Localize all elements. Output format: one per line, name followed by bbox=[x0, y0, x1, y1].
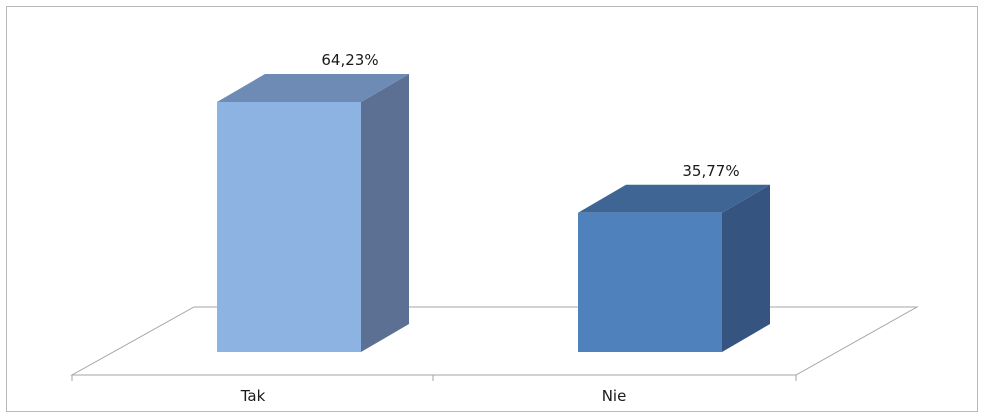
category-label-tak: Tak bbox=[240, 387, 266, 405]
category-label-nie: Nie bbox=[602, 387, 627, 405]
bars-group bbox=[217, 74, 770, 352]
chart-frame bbox=[6, 6, 978, 412]
data-labels-group: 64,23% 35,77% bbox=[321, 51, 739, 180]
bar-side-tak bbox=[361, 74, 409, 352]
data-label-nie: 35,77% bbox=[682, 162, 739, 180]
bar-tak bbox=[217, 102, 361, 352]
bar-nie bbox=[578, 212, 722, 352]
floor-plane bbox=[70, 306, 919, 376]
category-axis: Tak Nie bbox=[71, 375, 797, 405]
chart-floor bbox=[70, 306, 919, 376]
bar-top-tak bbox=[217, 74, 409, 102]
bar-side-nie bbox=[722, 184, 770, 352]
data-label-tak: 64,23% bbox=[321, 51, 378, 69]
bar-top-nie bbox=[578, 184, 770, 213]
